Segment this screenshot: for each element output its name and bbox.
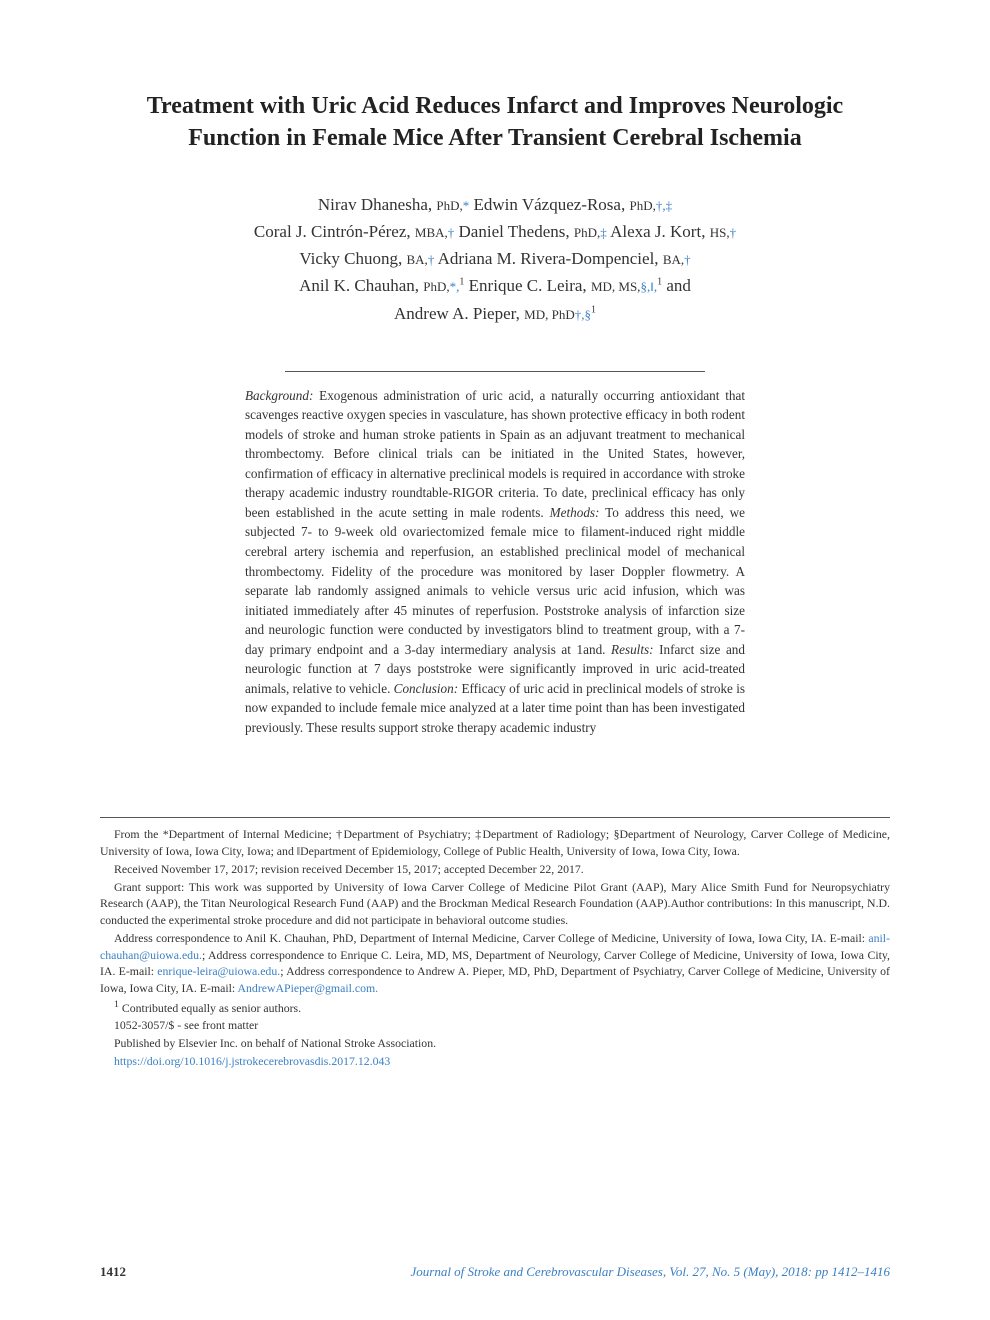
abstract-methods: To address this need, we subjected 7- to… [245,505,745,657]
abstract: Background: Exogenous administration of … [245,386,745,738]
abstract-background: Exogenous administration of uric acid, a… [245,388,745,520]
author: Anil K. Chauhan, PhD,*,1 [299,276,464,295]
author-block: Nirav Dhanesha, PhD,* Edwin Vázquez-Rosa… [100,191,890,327]
abstract-divider [285,371,705,372]
author: Edwin Vázquez-Rosa, PhD,†,‡ [474,195,673,214]
email-link[interactable]: AndrewAPieper@gmail.com. [238,981,379,995]
journal-citation: Journal of Stroke and Cerebrovascular Di… [410,1264,890,1280]
abstract-section-label: Results: [611,642,654,657]
author: Adriana M. Rivera-Dompenciel, BA,† [438,249,691,268]
affiliations: From the *Department of Internal Medicin… [100,826,890,860]
page-number: 1412 [100,1264,126,1280]
author: Alexa J. Kort, HS,† [610,222,736,241]
email-link[interactable]: enrique-leira@uiowa.edu. [157,964,280,978]
author: Andrew A. Pieper, MD, PhD†,§1 [394,304,596,323]
correspondence-text: Address correspondence to Anil K. Chauha… [114,931,868,945]
issn-line: 1052-3057/$ - see front matter [100,1017,890,1034]
contributed-note: 1 Contributed equally as senior authors. [100,998,890,1017]
page-footer: 1412 Journal of Stroke and Cerebrovascul… [100,1264,890,1280]
author: Enrique C. Leira, MD, MS,§,‖,1 and [469,276,691,295]
article-title: Treatment with Uric Acid Reduces Infarct… [100,90,890,155]
abstract-section-label: Conclusion: [394,681,458,696]
abstract-section-label: Background: [245,388,313,403]
abstract-section-label: Methods: [550,505,600,520]
grant-support: Grant support: This work was supported b… [100,879,890,929]
journal-name: Journal of Stroke and Cerebrovascular Di… [410,1264,662,1279]
publisher-line: Published by Elsevier Inc. on behalf of … [100,1035,890,1052]
doi-link[interactable]: https://doi.org/10.1016/j.jstrokecerebro… [114,1054,390,1068]
received-dates: Received November 17, 2017; revision rec… [100,861,890,878]
footnotes: From the *Department of Internal Medicin… [100,817,890,1069]
author: Coral J. Cintrón-Pérez, MBA,† [254,222,454,241]
author: Vicky Chuong, BA,† [299,249,434,268]
superscript: 1 [114,999,119,1010]
contributed-text: Contributed equally as senior authors. [122,1001,301,1015]
author: Daniel Thedens, PhD,‡ [459,222,607,241]
correspondence: Address correspondence to Anil K. Chauha… [100,930,890,997]
journal-vol: , Vol. 27, No. 5 (May), 2018: pp 1412–14… [663,1264,890,1279]
author: Nirav Dhanesha, PhD,* [318,195,469,214]
